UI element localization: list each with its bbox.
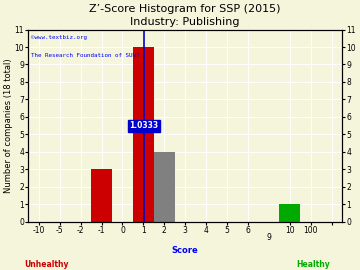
Text: 1.0333: 1.0333 [130,121,159,130]
Bar [279,204,300,222]
Text: The Research Foundation of SUNY: The Research Foundation of SUNY [31,53,140,58]
Text: ©www.textbiz.org: ©www.textbiz.org [31,35,87,40]
Text: 9: 9 [266,233,271,242]
Text: Healthy: Healthy [296,260,330,269]
Bar [91,169,112,222]
Title: Z’-Score Histogram for SSP (2015)
Industry: Publishing: Z’-Score Histogram for SSP (2015) Indust… [89,4,281,27]
Y-axis label: Number of companies (18 total): Number of companies (18 total) [4,58,13,193]
Bar [154,152,175,222]
X-axis label: Score: Score [172,246,199,255]
Text: Unhealthy: Unhealthy [24,260,69,269]
Bar [133,47,154,222]
